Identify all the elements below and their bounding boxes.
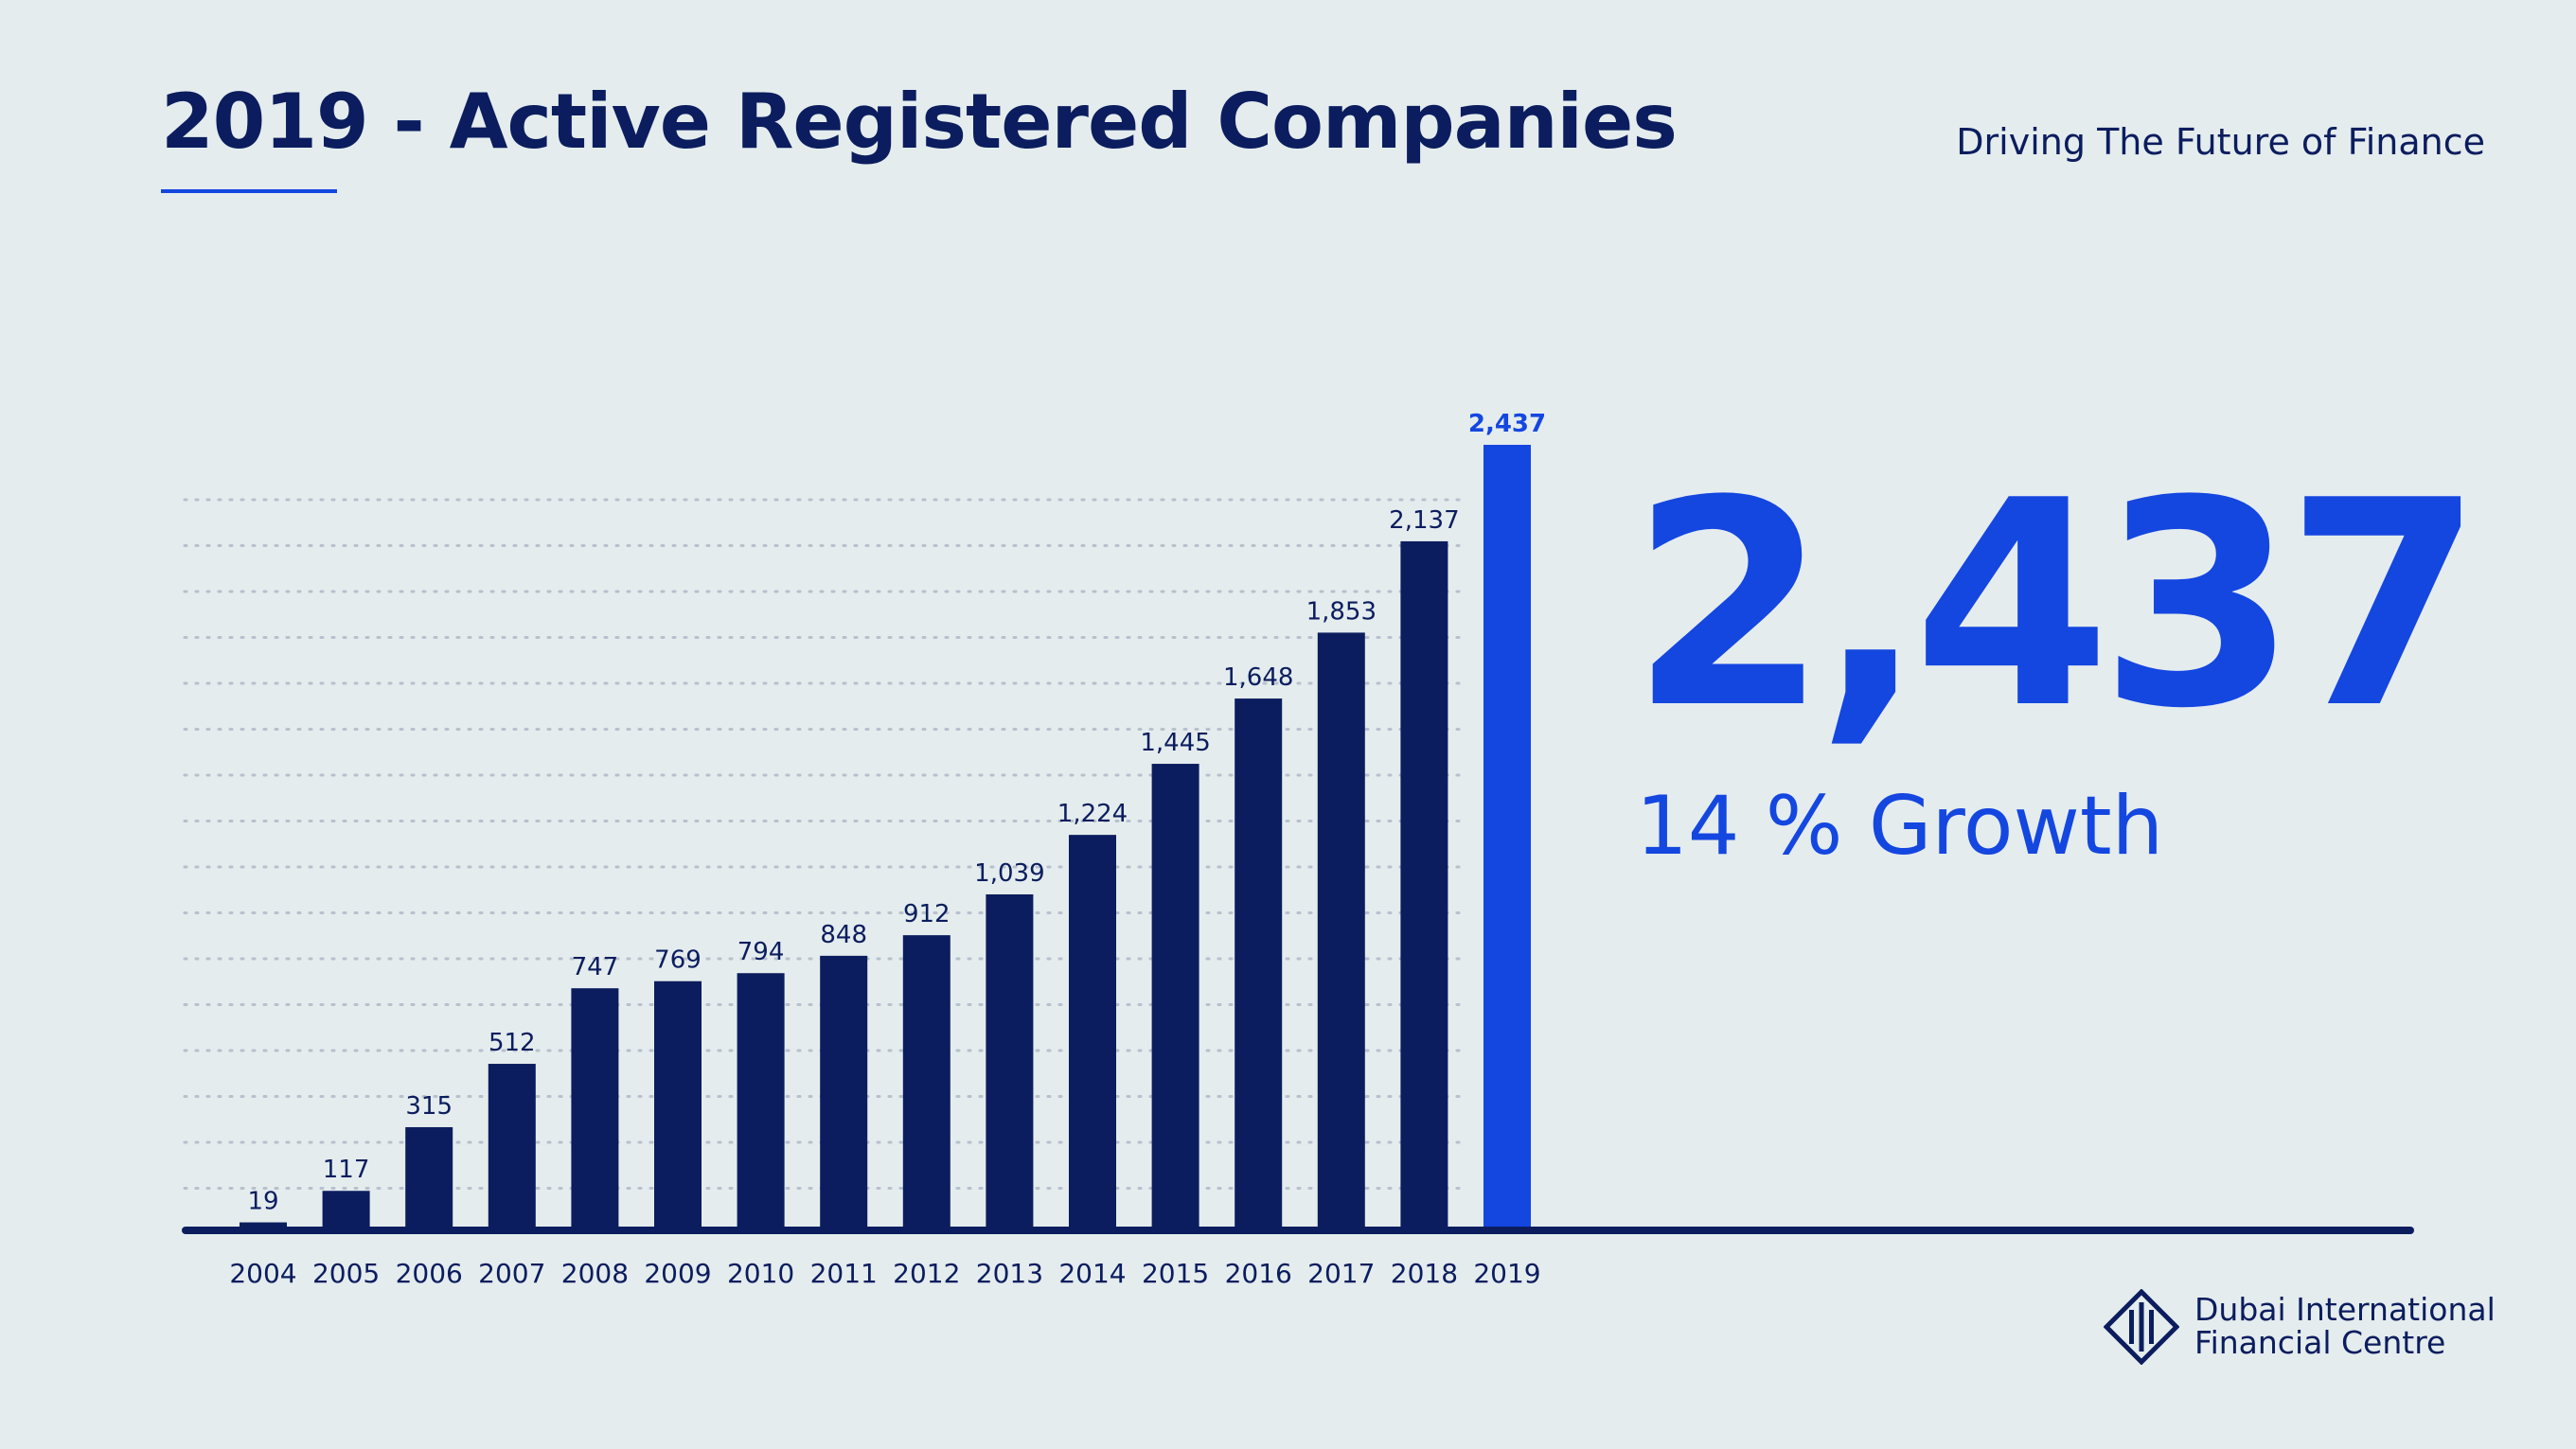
bar-2014 bbox=[1069, 835, 1116, 1228]
logo-line-2: Financial Centre bbox=[2194, 1324, 2446, 1361]
bar-2010 bbox=[737, 973, 785, 1228]
bar-2016 bbox=[1235, 698, 1283, 1228]
value-label-2018: 2,137 bbox=[1389, 506, 1459, 535]
x-tick-label-2015: 2015 bbox=[1142, 1258, 1209, 1289]
x-tick-label-2018: 2018 bbox=[1391, 1258, 1458, 1289]
dfic-diamond-logo-icon bbox=[2104, 1289, 2179, 1365]
value-label-2016: 1,648 bbox=[1223, 663, 1293, 692]
x-tick-label-2006: 2006 bbox=[396, 1258, 463, 1289]
bar-2017 bbox=[1317, 632, 1365, 1228]
value-label-2008: 747 bbox=[572, 953, 619, 981]
bar-2008 bbox=[571, 988, 619, 1228]
x-tick-label-2005: 2005 bbox=[312, 1258, 380, 1289]
logo-line-1: Dubai International bbox=[2194, 1291, 2496, 1329]
value-label-2012: 912 bbox=[903, 900, 950, 928]
chart-x-axis-labels: 2004 2005 2006 2007 2008 2009 2010 2011 2012 2013… bbox=[229, 1258, 1540, 1289]
value-label-2014: 1,224 bbox=[1057, 800, 1128, 828]
value-label-2011: 848 bbox=[820, 921, 867, 949]
tagline: Driving The Future of Finance bbox=[1956, 121, 2485, 163]
bar-2012 bbox=[902, 935, 950, 1228]
value-label-2019: 2,437 bbox=[1468, 410, 1546, 438]
x-tick-label-2017: 2017 bbox=[1307, 1258, 1375, 1289]
value-label-2009: 769 bbox=[654, 946, 702, 975]
x-tick-label-2019: 2019 bbox=[1473, 1258, 1540, 1289]
value-label-2007: 512 bbox=[489, 1029, 536, 1057]
bar-2007 bbox=[488, 1064, 536, 1228]
value-label-2004: 19 bbox=[247, 1188, 278, 1216]
bar-2013 bbox=[986, 893, 1034, 1228]
bar-2015 bbox=[1151, 764, 1199, 1228]
value-label-2010: 794 bbox=[737, 938, 785, 966]
x-tick-label-2014: 2014 bbox=[1058, 1258, 1126, 1289]
value-label-2015: 1,445 bbox=[1140, 729, 1210, 757]
page-title: 2019 - Active Registered Companies bbox=[161, 78, 1678, 166]
highlight-value: 2,437 bbox=[1630, 440, 2483, 770]
value-label-2005: 117 bbox=[323, 1156, 370, 1184]
bar-2019 bbox=[1483, 445, 1531, 1228]
value-label-2017: 1,853 bbox=[1306, 597, 1377, 626]
x-tick-label-2010: 2010 bbox=[727, 1258, 794, 1289]
x-tick-label-2007: 2007 bbox=[478, 1258, 545, 1289]
x-tick-label-2013: 2013 bbox=[976, 1258, 1043, 1289]
dfic-logo: Dubai International Financial Centre bbox=[2104, 1289, 2496, 1365]
x-tick-label-2011: 2011 bbox=[810, 1258, 878, 1289]
value-label-2006: 315 bbox=[405, 1092, 453, 1121]
growth-label: 14 % Growth bbox=[1636, 779, 2164, 874]
bar-2018 bbox=[1400, 540, 1448, 1228]
x-tick-label-2004: 2004 bbox=[229, 1258, 296, 1289]
bar-2005 bbox=[322, 1191, 370, 1228]
x-tick-label-2009: 2009 bbox=[644, 1258, 711, 1289]
chart-value-labels: 19 117 315 512 747 769 794 848 912 1,039 1,224 1,44… bbox=[247, 410, 1546, 1216]
value-label-2013: 1,039 bbox=[974, 859, 1044, 888]
bar-2004 bbox=[240, 1222, 287, 1228]
bar-2006 bbox=[405, 1126, 453, 1228]
x-tick-label-2016: 2016 bbox=[1225, 1258, 1292, 1289]
bar-2009 bbox=[654, 981, 702, 1228]
chart-bars bbox=[240, 445, 1531, 1228]
x-tick-label-2012: 2012 bbox=[893, 1258, 960, 1289]
title-underline bbox=[161, 189, 337, 193]
x-tick-label-2008: 2008 bbox=[561, 1258, 629, 1289]
bar-2011 bbox=[820, 955, 868, 1228]
